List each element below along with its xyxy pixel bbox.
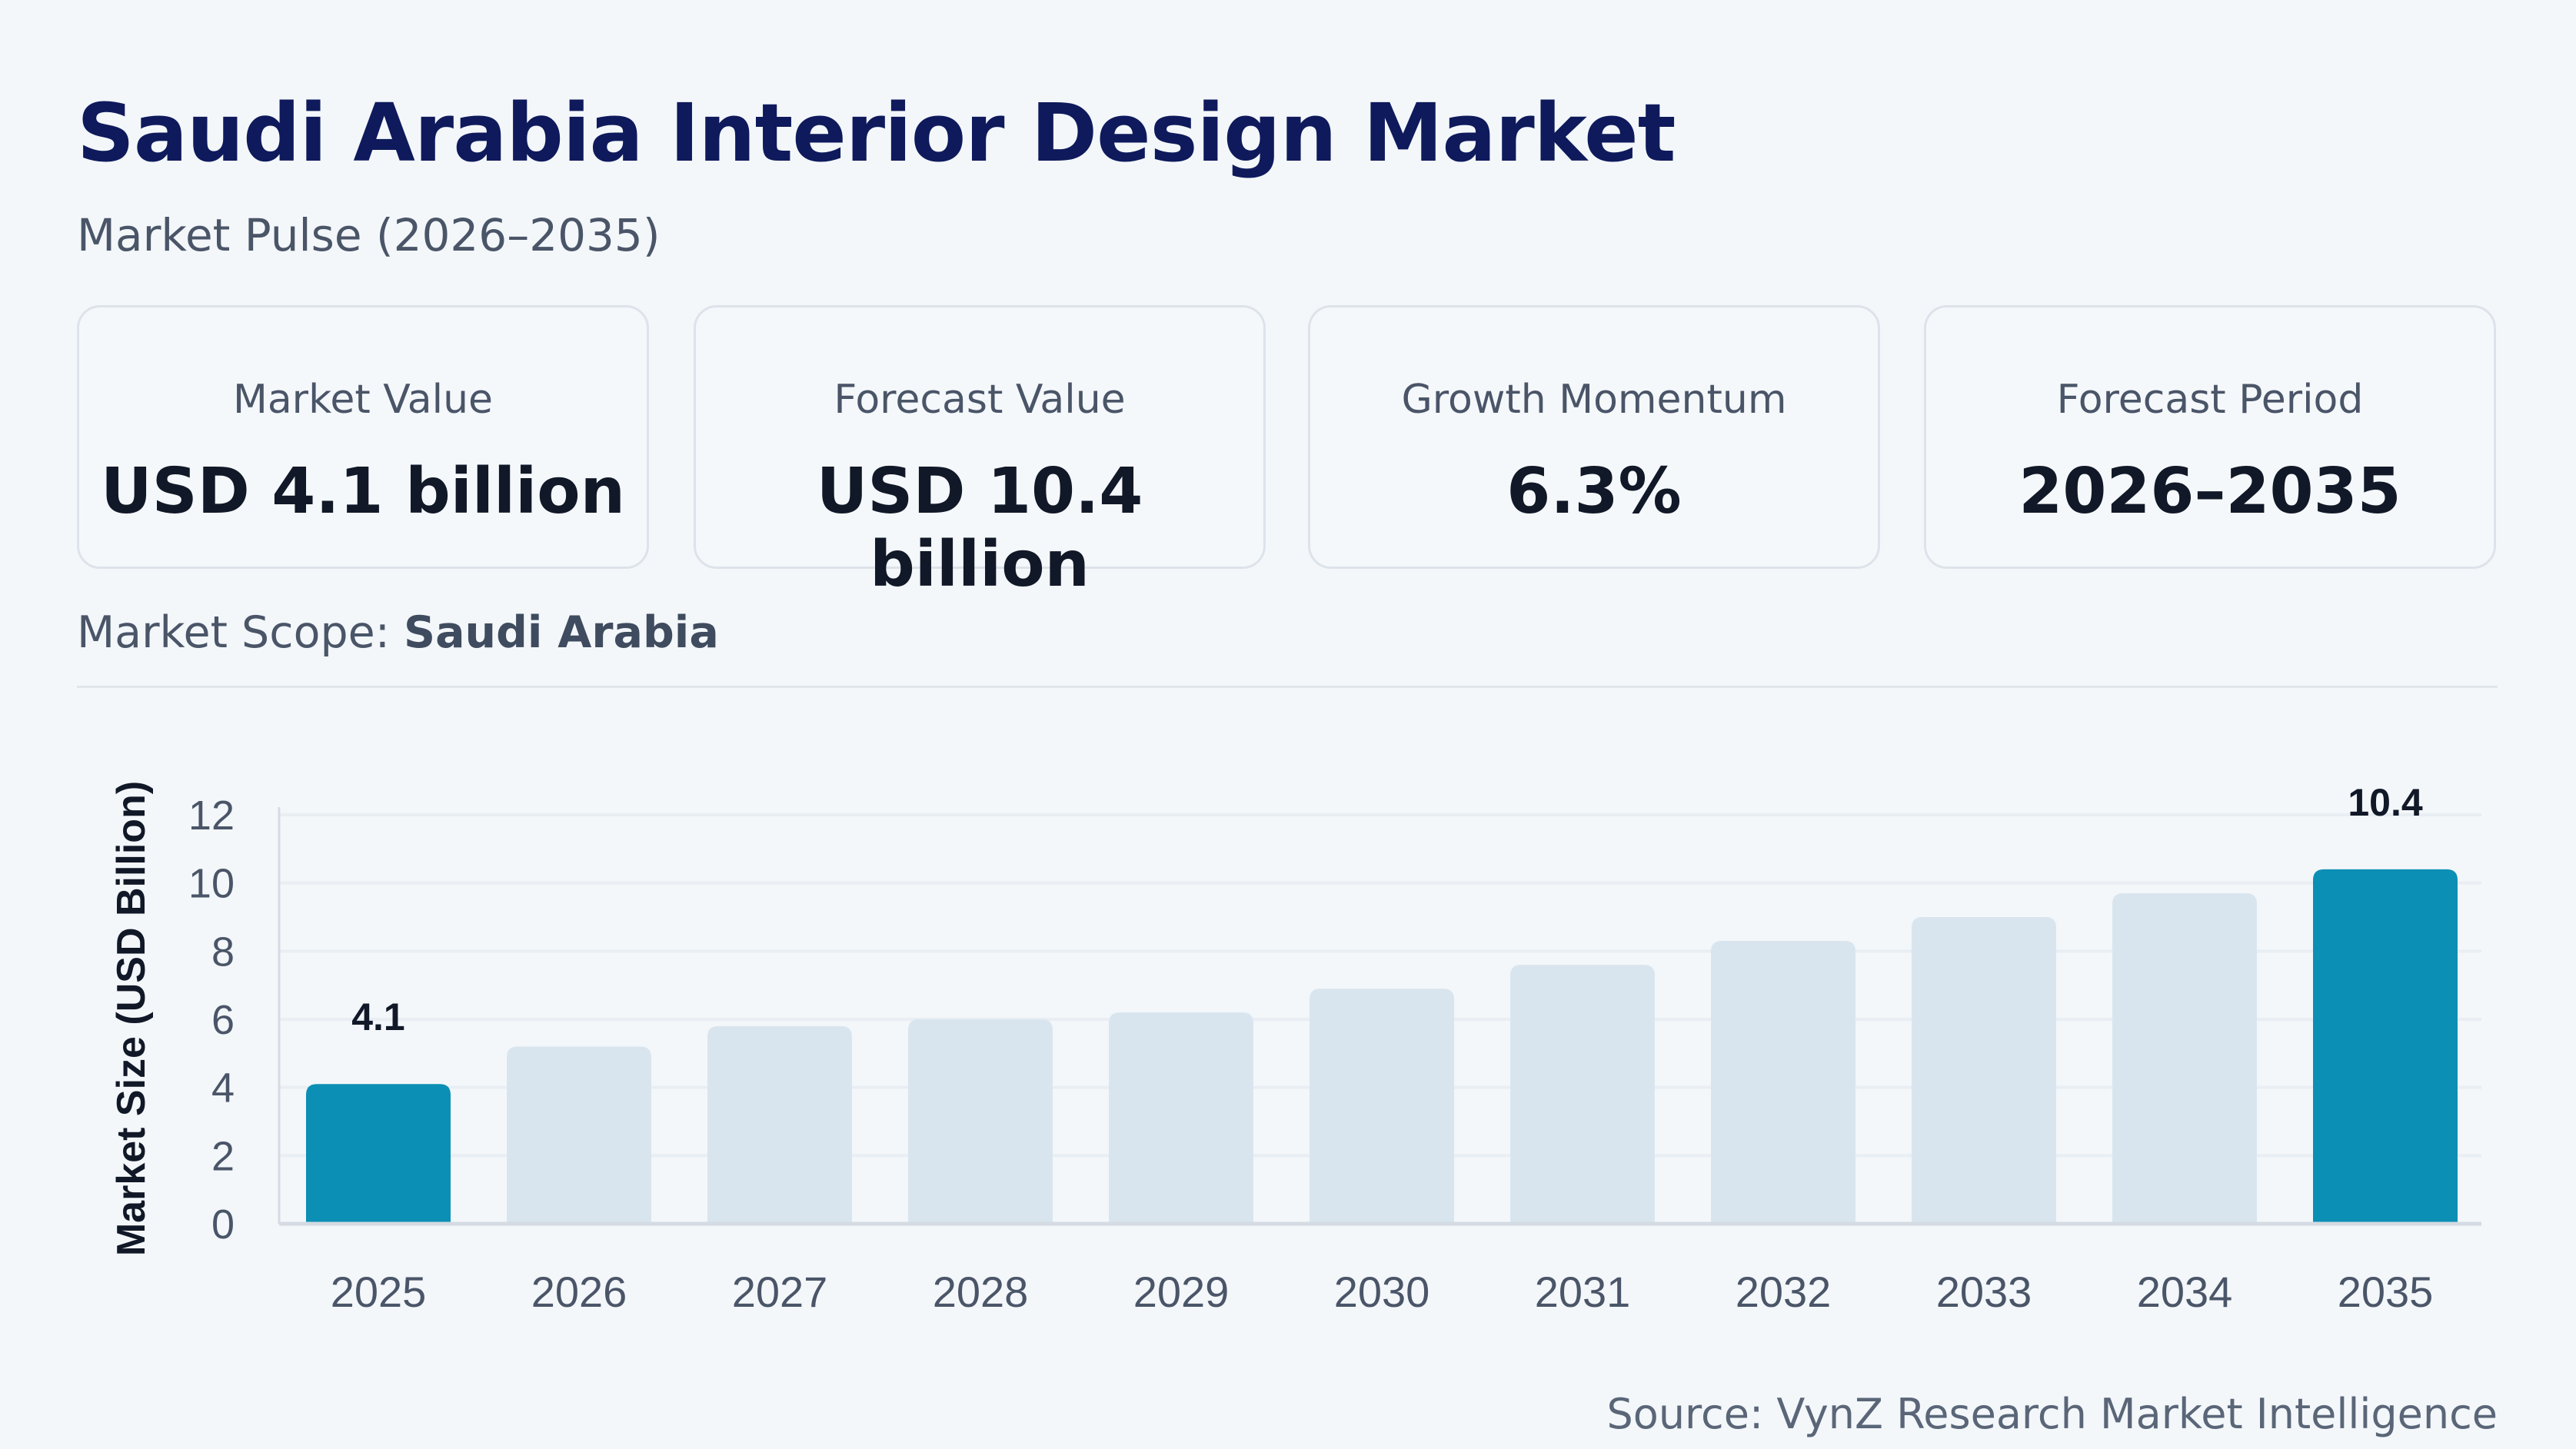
market-scope: Market Scope: Saudi Arabia: [77, 607, 719, 658]
card-forecast-period: Forecast Period 2026–2035: [1924, 305, 2496, 569]
card-label: Growth Momentum: [1401, 377, 1787, 423]
data-label: 4.1: [351, 995, 405, 1039]
card-label: Forecast Period: [2056, 377, 2364, 423]
bar-2035: [2313, 869, 2458, 1224]
x-tick-label: 2030: [1334, 1268, 1430, 1316]
y-tick-label: 12: [188, 793, 235, 839]
x-tick-label: 2027: [732, 1268, 828, 1316]
bar-2028: [908, 1019, 1053, 1224]
bar-2034: [2112, 892, 2257, 1224]
card-label: Forecast Value: [834, 377, 1126, 423]
y-tick-label: 6: [211, 997, 235, 1043]
x-tick-label: 2025: [331, 1268, 427, 1316]
bar-2026: [507, 1046, 651, 1224]
x-tick-label: 2035: [2338, 1268, 2434, 1316]
card-value: USD 10.4 billion: [816, 455, 1143, 601]
scope-value: Saudi Arabia: [404, 607, 719, 658]
card-label: Market Value: [232, 377, 494, 423]
card-value: USD 4.1 billion: [101, 455, 625, 528]
page-subtitle: Market Pulse (2026–2035): [77, 209, 661, 261]
x-tick-label: 2032: [1736, 1268, 1832, 1316]
page-title: Saudi Arabia Interior Design Market: [77, 86, 1676, 180]
y-tick-label: 8: [211, 929, 235, 975]
divider: [77, 686, 2498, 688]
x-tick-label: 2026: [531, 1268, 627, 1316]
source-note: Source: VynZ Research Market Intelligenc…: [1606, 1390, 2498, 1438]
card-forecast-value: Forecast Value USD 10.4 billion: [694, 305, 1266, 601]
y-tick-label: 0: [211, 1201, 235, 1248]
y-tick-label: 10: [188, 861, 235, 907]
bar-2033: [1912, 917, 2056, 1224]
x-tick-label: 2031: [1535, 1268, 1631, 1316]
scope-label: Market Scope:: [77, 607, 390, 658]
bar-2032: [1711, 941, 1855, 1224]
card-value: 2026–2035: [2019, 455, 2401, 528]
y-axis-title: Market Size (USD Billion): [109, 781, 154, 1256]
card-growth-momentum: Growth Momentum 6.3%: [1308, 305, 1880, 569]
card-value: 6.3%: [1506, 455, 1682, 528]
y-tick-label: 2: [211, 1133, 235, 1179]
bar-2029: [1109, 1012, 1253, 1224]
bar-2031: [1510, 965, 1655, 1224]
bar-2025: [306, 1084, 451, 1224]
bar-2027: [707, 1025, 852, 1224]
x-tick-label: 2029: [1133, 1268, 1230, 1316]
x-tick-label: 2033: [1936, 1268, 2032, 1316]
card-market-value: Market Value USD 4.1 billion: [77, 305, 649, 569]
y-tick-label: 4: [211, 1065, 235, 1112]
x-tick-label: 2028: [933, 1268, 1029, 1316]
x-tick-label: 2034: [2137, 1268, 2233, 1316]
data-label: 10.4: [2348, 781, 2423, 824]
bar-2030: [1310, 989, 1454, 1224]
